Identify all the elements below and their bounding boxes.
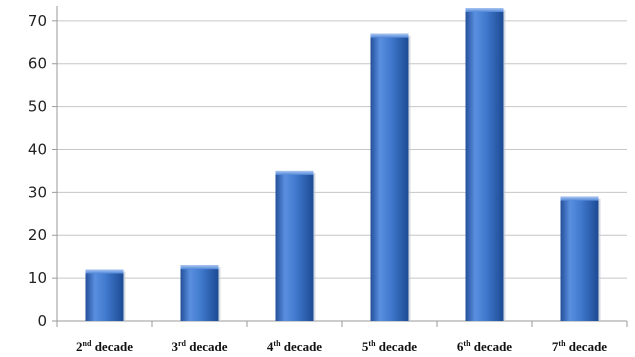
y-tick-label: 70: [28, 12, 47, 30]
bar: [560, 196, 601, 321]
bar-body: [465, 8, 504, 321]
y-tick-label: 10: [28, 269, 47, 287]
bar-body: [370, 33, 409, 322]
bar: [370, 33, 411, 322]
bar: [465, 8, 506, 321]
bar-shadow: [123, 271, 126, 321]
bar-body: [85, 269, 124, 321]
bars: [85, 8, 601, 322]
bar-shadow: [218, 267, 221, 321]
bar-shadow: [313, 172, 316, 321]
axes: [52, 6, 628, 327]
bar-body: [560, 196, 599, 321]
x-tick-label: 3rd decade: [171, 339, 227, 354]
bar-shadow: [503, 10, 506, 321]
bar-cap: [465, 8, 504, 12]
gridlines: [57, 20, 627, 279]
y-tick-label: 40: [28, 140, 47, 158]
bar-body: [275, 170, 314, 321]
y-tick-labels: 0 10 20 30 40 50 60 70: [28, 12, 47, 330]
bar: [275, 170, 316, 321]
bar-shadow: [408, 35, 411, 322]
y-tick-label: 20: [28, 226, 47, 244]
x-tick-label: 5th decade: [362, 339, 417, 354]
x-tick-label: 7th decade: [552, 339, 607, 354]
x-tick-label: 4th decade: [267, 339, 322, 354]
x-tick-label: 2nd decade: [76, 339, 133, 354]
bar: [180, 265, 221, 321]
x-tick-label: 6th decade: [457, 339, 512, 354]
bar-cap: [275, 170, 314, 175]
y-tick-label: 60: [28, 55, 47, 73]
bar-cap: [180, 265, 219, 270]
bar: [85, 269, 126, 321]
bar-cap: [560, 196, 599, 201]
y-tick-label: 50: [28, 98, 47, 116]
bar-shadow: [598, 198, 601, 321]
y-tick-label: 30: [28, 183, 47, 201]
bar-cap: [370, 33, 409, 38]
x-tick-labels: 2nd decade 3rd decade 4th decade 5th decade…: [76, 339, 607, 354]
y-tick-label: 0: [37, 312, 47, 330]
bar-cap: [85, 269, 124, 274]
bar-body: [180, 265, 219, 321]
